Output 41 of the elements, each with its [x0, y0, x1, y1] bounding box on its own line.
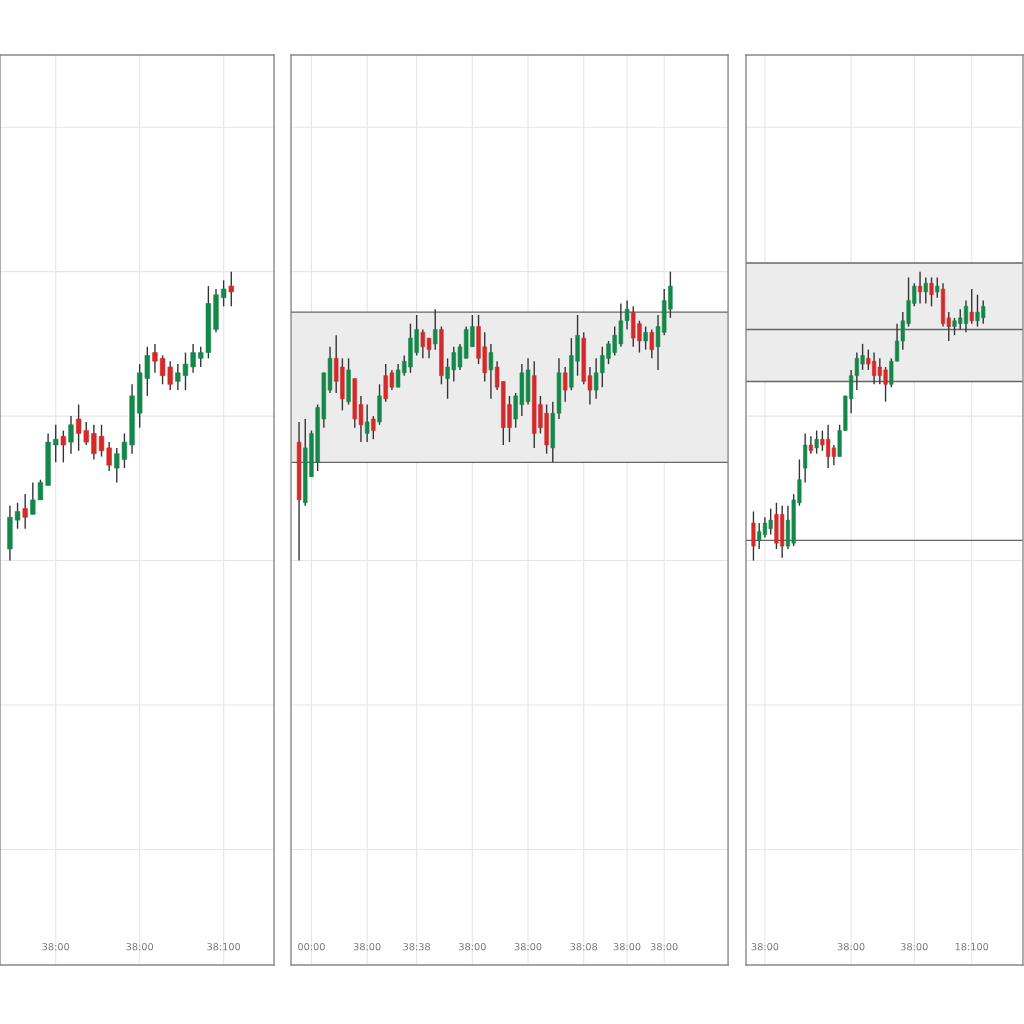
candlestick [68, 415, 74, 455]
candlestick [751, 510, 756, 562]
x-tick-label: 38:00 [613, 942, 641, 951]
candlestick [923, 276, 928, 305]
x-tick-label: 38:00 [751, 942, 779, 951]
candlestick [562, 366, 568, 403]
candlestick [803, 432, 808, 484]
candlestick [364, 403, 370, 443]
x-tick-label: 18:100 [955, 942, 989, 951]
x-tick-label: 38:00 [353, 942, 381, 951]
x-tick-label: 38:100 [207, 942, 241, 951]
candlestick [371, 415, 376, 440]
x-tick-label: 38:08 [570, 942, 598, 951]
x-tick-label: 38:00 [901, 942, 928, 951]
candlestick [969, 288, 974, 325]
candlestick [935, 276, 940, 299]
candlestick [929, 276, 934, 308]
candlestick [91, 424, 97, 461]
x-tick-label: 38:00 [459, 942, 486, 951]
x-tick-label: 38:00 [650, 942, 678, 951]
candlestick [221, 279, 227, 308]
x-tick-label: 38:38 [403, 942, 430, 951]
x-tick-label: 38:00 [126, 942, 154, 951]
candlestick [22, 493, 28, 530]
x-tick-label: 00:00 [298, 942, 325, 951]
candlestick [488, 343, 494, 400]
candlestick [917, 270, 923, 305]
candlestick [152, 343, 158, 374]
candlestick [649, 328, 655, 360]
candlestick [814, 429, 819, 455]
candlestick [190, 343, 196, 374]
x-tick-label: 38:00 [514, 942, 542, 951]
candlestick [808, 435, 813, 455]
candlestick [433, 308, 438, 351]
x-tick-label: 38:00 [42, 942, 70, 951]
candlestick [14, 502, 21, 530]
candlestick [643, 325, 648, 351]
candlestick [228, 270, 234, 308]
candlestick [53, 424, 59, 464]
x-tick-label: 38:00 [837, 942, 865, 951]
candlestick [60, 429, 66, 464]
